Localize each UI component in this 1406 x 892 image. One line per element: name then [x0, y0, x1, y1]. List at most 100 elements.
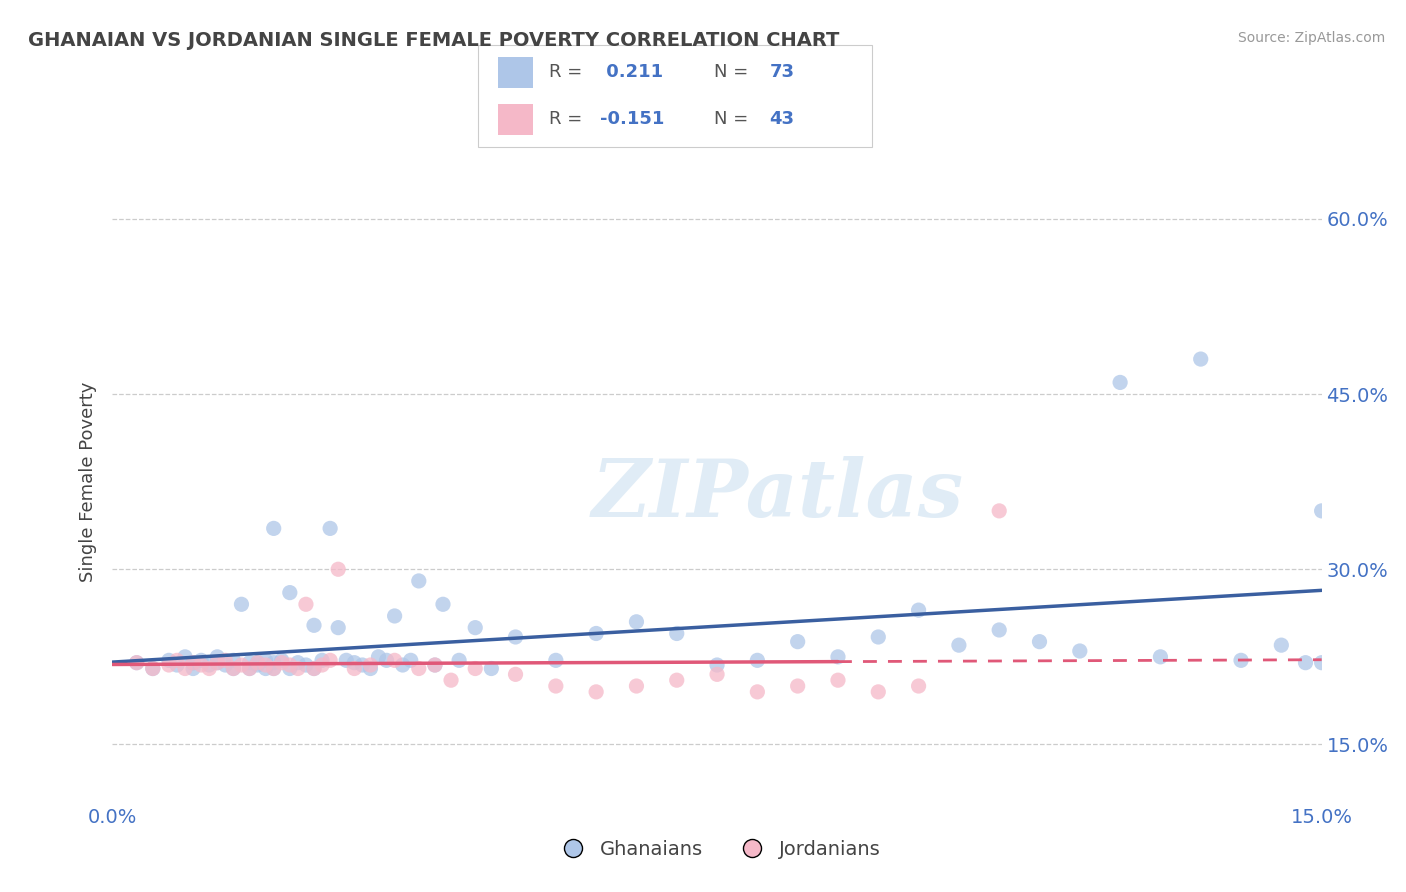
Point — [544, 679, 567, 693]
Point — [254, 661, 277, 675]
Point — [786, 634, 808, 648]
Point — [166, 653, 188, 667]
Point — [423, 658, 446, 673]
Point — [1230, 653, 1253, 667]
FancyBboxPatch shape — [478, 45, 872, 147]
Point — [907, 679, 929, 693]
Point — [166, 658, 188, 673]
Point — [246, 658, 269, 673]
Point — [786, 679, 808, 693]
Point — [190, 658, 212, 673]
Point — [246, 656, 269, 670]
Legend: Ghanaians, Jordanians: Ghanaians, Jordanians — [546, 832, 889, 867]
Point — [375, 653, 398, 667]
Point — [246, 656, 269, 670]
Text: R =: R = — [548, 111, 588, 128]
Point — [328, 562, 350, 576]
Point — [464, 621, 486, 635]
Point — [747, 653, 769, 667]
Point — [198, 658, 221, 673]
Point — [181, 656, 204, 670]
Point — [302, 661, 325, 675]
Point — [479, 661, 502, 675]
Point — [626, 679, 648, 693]
Point — [706, 658, 728, 673]
Point — [302, 618, 325, 632]
Point — [207, 649, 229, 664]
Text: 0.211: 0.211 — [600, 63, 664, 81]
Point — [1149, 649, 1171, 664]
Point — [440, 673, 463, 688]
Text: -0.151: -0.151 — [600, 111, 665, 128]
Point — [1069, 644, 1091, 658]
Point — [222, 653, 245, 667]
Point — [311, 653, 333, 667]
Point — [988, 623, 1011, 637]
Point — [408, 661, 430, 675]
Point — [157, 653, 180, 667]
Text: N =: N = — [714, 63, 754, 81]
Point — [343, 656, 366, 670]
Point — [231, 597, 253, 611]
Point — [335, 653, 357, 667]
Point — [544, 653, 567, 667]
Point — [190, 653, 212, 667]
Point — [142, 661, 165, 675]
Point — [214, 653, 236, 667]
Point — [359, 661, 381, 675]
Point — [270, 653, 292, 667]
Point — [827, 673, 849, 688]
Point — [263, 661, 285, 675]
Point — [1270, 638, 1292, 652]
Point — [302, 661, 325, 675]
Point — [254, 658, 277, 673]
Text: R =: R = — [548, 63, 588, 81]
Point — [295, 597, 318, 611]
Point — [238, 661, 260, 675]
FancyBboxPatch shape — [498, 104, 533, 135]
Point — [181, 656, 204, 670]
Text: ZIPatlas: ZIPatlas — [592, 456, 963, 533]
Point — [1295, 656, 1317, 670]
Point — [278, 661, 301, 675]
Point — [238, 661, 260, 675]
Point — [174, 661, 197, 675]
Point — [868, 685, 890, 699]
Point — [384, 653, 406, 667]
Point — [263, 656, 285, 670]
Point — [367, 649, 389, 664]
Point — [181, 661, 204, 675]
Point — [278, 585, 301, 599]
Point — [198, 661, 221, 675]
Point — [263, 521, 285, 535]
Point — [432, 597, 454, 611]
Point — [391, 658, 413, 673]
Point — [626, 615, 648, 629]
Point — [319, 653, 342, 667]
Point — [1109, 376, 1132, 390]
Point — [585, 685, 607, 699]
Point — [399, 653, 422, 667]
Point — [665, 673, 688, 688]
Point — [423, 658, 446, 673]
Text: Source: ZipAtlas.com: Source: ZipAtlas.com — [1237, 31, 1385, 45]
Point — [706, 667, 728, 681]
Point — [359, 658, 381, 673]
Point — [988, 504, 1011, 518]
Point — [142, 661, 165, 675]
Point — [585, 626, 607, 640]
FancyBboxPatch shape — [498, 57, 533, 87]
Point — [827, 649, 849, 664]
Text: 43: 43 — [769, 111, 794, 128]
Point — [1310, 504, 1333, 518]
Point — [238, 656, 260, 670]
Point — [449, 653, 471, 667]
Point — [343, 661, 366, 675]
Point — [231, 658, 253, 673]
Point — [125, 656, 148, 670]
Point — [665, 626, 688, 640]
Point — [948, 638, 970, 652]
Point — [181, 656, 204, 670]
Point — [464, 661, 486, 675]
Point — [747, 685, 769, 699]
